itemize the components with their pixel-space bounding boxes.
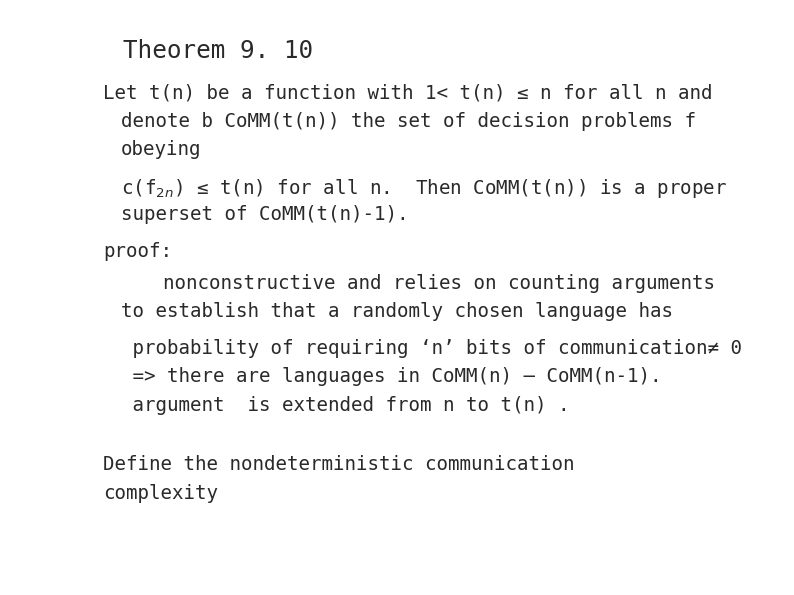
Text: c(f$_{2n}$) ≤ t(n) for all n.  Then CoMM(t(n)) is a proper: c(f$_{2n}$) ≤ t(n) for all n. Then CoMM(…: [121, 177, 727, 200]
Text: nonconstructive and relies on counting arguments: nonconstructive and relies on counting a…: [163, 274, 715, 293]
Text: => there are languages in CoMM(n) – CoMM(n-1).: => there are languages in CoMM(n) – CoMM…: [121, 367, 661, 386]
Text: probability of requiring ‘n’ bits of communication≠ 0: probability of requiring ‘n’ bits of com…: [121, 339, 742, 358]
Text: Define the nondeterministic communication: Define the nondeterministic communicatio…: [103, 455, 575, 474]
Text: complexity: complexity: [103, 484, 218, 503]
Text: denote b CoMM(t(n)) the set of decision problems f: denote b CoMM(t(n)) the set of decision …: [121, 112, 696, 131]
Text: Theorem 9. 10: Theorem 9. 10: [123, 39, 313, 62]
Text: obeying: obeying: [121, 140, 201, 159]
Text: proof:: proof:: [103, 242, 172, 261]
Text: superset of CoMM(t(n)-1).: superset of CoMM(t(n)-1).: [121, 205, 408, 224]
Text: argument  is extended from n to t(n) .: argument is extended from n to t(n) .: [121, 396, 569, 415]
Text: Let t(n) be a function with 1< t(n) ≤ n for all n and: Let t(n) be a function with 1< t(n) ≤ n …: [103, 83, 713, 102]
Text: to establish that a randomly chosen language has: to establish that a randomly chosen lang…: [121, 302, 673, 321]
